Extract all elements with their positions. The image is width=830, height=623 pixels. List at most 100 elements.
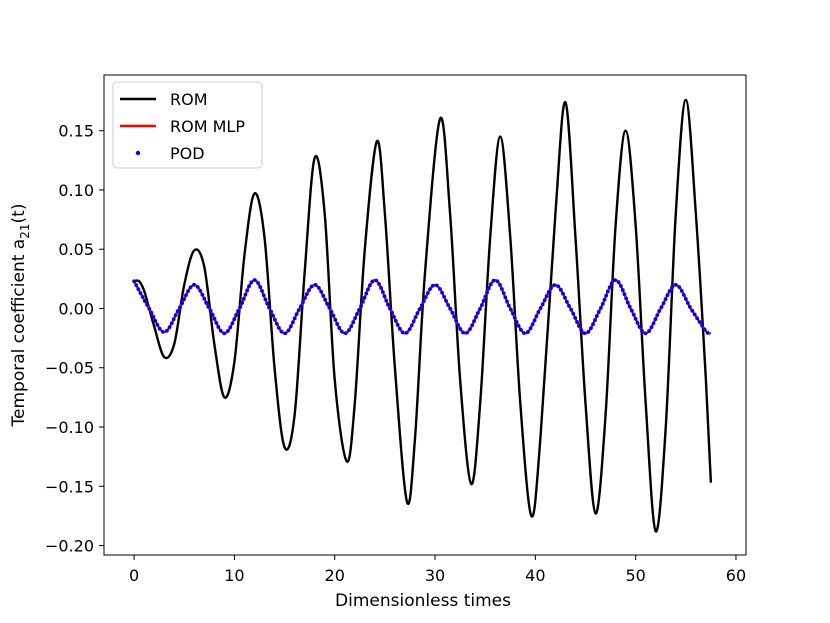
pod-marker: [269, 309, 274, 314]
pod-marker: [480, 303, 484, 307]
pod-marker: [620, 288, 625, 292]
pod-marker: [458, 327, 463, 331]
pod-marker: [149, 310, 154, 315]
y-tick-label: −0.20: [45, 537, 94, 556]
pod-marker: [364, 291, 369, 296]
pod-marker: [514, 319, 519, 324]
pod-marker: [565, 299, 569, 304]
pod-marker: [561, 291, 565, 296]
pod-marker: [337, 326, 342, 330]
pod-marker: [659, 305, 664, 310]
pod-marker: [258, 285, 263, 289]
pod-marker: [518, 327, 523, 332]
pod-marker: [184, 293, 188, 298]
pod-marker: [265, 301, 270, 306]
pod-marker: [697, 320, 702, 324]
pod-marker: [571, 311, 576, 316]
pod-marker: [393, 318, 398, 323]
pod-marker: [448, 306, 453, 311]
pod-marker: [622, 292, 627, 297]
pod-marker: [446, 302, 450, 307]
legend-label-pod: POD: [170, 144, 205, 163]
pod-marker: [274, 321, 279, 326]
pod-marker: [569, 307, 574, 312]
pod-marker: [679, 288, 684, 293]
pod-marker: [558, 287, 563, 292]
pod-marker: [643, 331, 648, 336]
x-tick-label: 50: [625, 566, 645, 585]
pod-marker: [252, 278, 257, 282]
pod-marker: [192, 282, 196, 287]
y-tick-label: −0.15: [45, 477, 94, 496]
pod-marker: [325, 301, 330, 306]
pod-marker: [271, 313, 275, 318]
pod-marker: [178, 305, 182, 310]
pod-marker: [331, 313, 336, 318]
pod-marker: [516, 324, 521, 328]
pod-marker: [182, 297, 186, 302]
pod-marker: [400, 330, 405, 335]
x-axis-label: Dimensionless times: [335, 591, 511, 611]
pod-marker: [304, 292, 309, 297]
pod-marker: [503, 295, 508, 300]
x-tick-label: 40: [525, 566, 545, 585]
pod-marker: [475, 311, 480, 315]
pod-marker: [355, 312, 359, 316]
pod-marker: [377, 282, 381, 286]
legend: ROM ROM MLP POD: [112, 81, 263, 169]
pod-marker: [472, 319, 477, 324]
pod-marker: [663, 297, 668, 302]
pod-marker: [419, 303, 424, 308]
legend-label-rom-mlp: ROM MLP: [170, 117, 245, 136]
pod-marker: [500, 287, 504, 291]
pod-marker: [631, 312, 636, 317]
series-layer: [132, 98, 713, 533]
pod-marker: [204, 300, 209, 305]
y-tick-label: 0.15: [58, 122, 94, 141]
pod-marker: [637, 325, 642, 329]
pod-marker: [188, 285, 193, 290]
pod-marker: [661, 301, 666, 306]
y-tick-label: −0.10: [45, 418, 94, 437]
pod-marker: [206, 304, 211, 309]
pod-marker: [690, 308, 695, 313]
y-axis-label-subscript: 21: [18, 223, 32, 238]
pod-marker: [538, 306, 543, 311]
pod-marker: [198, 288, 203, 293]
pod-marker: [319, 289, 324, 294]
pod-marker: [705, 330, 710, 335]
pod-marker: [683, 296, 688, 301]
pod-marker: [361, 299, 365, 304]
pod-marker: [202, 296, 207, 301]
pod-marker: [633, 316, 638, 321]
pod-marker: [171, 317, 176, 322]
pod-marker: [277, 325, 281, 330]
pod-marker: [411, 319, 416, 324]
pod-marker: [670, 285, 674, 290]
y-axis-label-suffix: (t): [9, 204, 29, 224]
pod-marker: [299, 304, 303, 309]
y-tick-label: −0.05: [45, 359, 94, 378]
pod-marker: [359, 304, 363, 308]
pod-marker: [335, 322, 340, 326]
pod-marker: [397, 326, 402, 331]
pod-marker: [567, 303, 571, 308]
pod-marker: [226, 329, 230, 333]
pod-marker: [145, 303, 149, 307]
pod-marker: [303, 296, 307, 301]
pod-marker: [542, 298, 547, 303]
pod-marker: [673, 282, 678, 287]
y-tick-label: 0.00: [58, 299, 94, 318]
pod-marker: [386, 302, 390, 307]
pod-marker: [195, 285, 200, 289]
pod-marker: [485, 290, 489, 295]
pod-marker: [173, 313, 178, 318]
pod-marker: [607, 285, 612, 290]
pod-marker: [290, 320, 295, 325]
pod-marker: [430, 283, 435, 288]
pod-marker: [522, 331, 526, 335]
pod-marker: [362, 295, 367, 300]
pod-marker: [157, 326, 162, 331]
pod-marker: [593, 318, 597, 323]
pod-marker: [395, 322, 400, 327]
